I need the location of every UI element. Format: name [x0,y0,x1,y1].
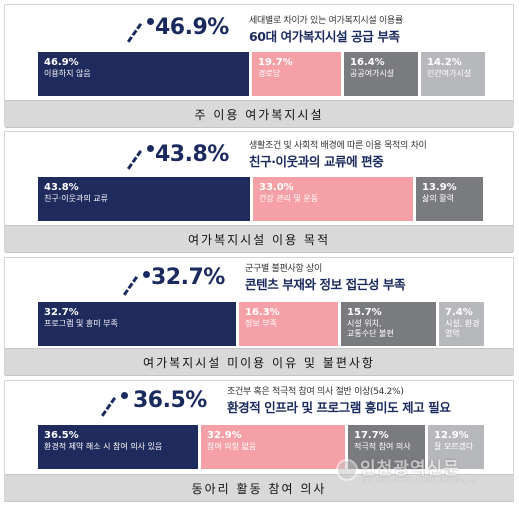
connector-dash [127,22,143,43]
bar-category-label: 건강 관리 및 운동 [259,194,319,203]
connector-dash [127,149,143,170]
bar-row: 36.5% 환경적 제약 해소 시 참여 의사 있음 32.9% 참여 의향 없음 17… [38,425,484,469]
bar-category-label: 적극적 참여 의사 [354,442,411,451]
connector-dot [121,392,128,399]
watermark-subtitle: Incheon Metropolitan newspaper [362,476,477,484]
bar-value-label: 33.0% [259,182,294,193]
bar-value-label: 19.7% [258,57,293,68]
bar-segment: 16.3% 정보 부족 [239,302,338,346]
bar-category-label: 삶의 활력 [422,194,454,203]
panel-subtitle: 조건부 혹은 적극적 참여 의사 절반 이상(54.2%) [227,387,404,397]
bar-segment: 17.7% 적극적 참여 의사 [348,425,425,469]
footer-label: 주 이용 여가복지시설 [194,107,324,122]
bar-category-label: 경로당 [258,69,281,78]
footer-label: 동아리 활동 참여 의사 [191,481,327,496]
bar-value-label: 32.7% [44,307,79,318]
chart-panel-1: 46.9% 세대별로 차이가 있는 여가복지시설 이용률 60대 여가복지시설 … [4,4,514,128]
bar-row: 43.8% 친구·이웃과의 교류 33.0% 건강 관리 및 운동 13.9% 삶의 활력 [38,177,483,221]
bar-value-label: 7.4% [445,307,473,318]
panel-headline: 콘텐츠 부재와 정보 접근성 부족 [245,277,406,292]
watermark-title: 인천광역신문 [360,459,460,479]
connector-dash [101,396,117,417]
highlight-percent: 32.7% [151,265,225,290]
bar-segment: 12.9% 잘 모르겠다 [428,425,484,469]
bar-segment: 15.7% 시설 위치, 교통수단 불편 [341,302,436,346]
bar-value-label: 16.3% [245,307,280,318]
bar-segment: 43.8% 친구·이웃과의 교류 [38,177,250,221]
bar-segment: 46.9% 이용하지 않음 [38,52,249,96]
bar-row: 32.7% 프로그램 및 흥미 부족 16.3% 정보 부족 15.7% 시설 위치, 교… [38,302,484,346]
bar-segment: 32.9% 참여 의향 없음 [201,425,345,469]
bar-segment: 7.4% 시설, 환경 열악 [439,302,484,346]
connector-dot [147,145,154,152]
bar-category-label: 친구·이웃과의 교류 [44,194,108,203]
bar-value-label: 46.9% [44,57,79,68]
bar-segment: 33.0% 건강 관리 및 운동 [253,177,413,221]
bar-category-label: 시설, 환경 열악 [445,319,480,338]
panel-headline: 60대 여가복지시설 공급 부족 [249,29,400,44]
bar-value-label: 32.9% [207,430,242,441]
bar-category-label: 민간여가시설 [427,69,472,78]
chart-panel-2: 43.8% 생활조건 및 사회적 배경에 따른 이용 목적의 차이 친구·이웃과… [4,131,514,253]
chart-panel-4: 36.5% 조건부 혹은 적극적 참여 의사 절반 이상(54.2%) 환경적 … [4,380,514,502]
panel-footer: 여가복지시설 미이용 이유 및 불편사항 [5,348,513,376]
panel-footer: 여가복지시설 이용 목적 [5,225,513,253]
bar-segment: 19.7% 경로당 [252,52,341,96]
connector-dash [123,275,139,296]
bar-value-label: 43.8% [44,182,79,193]
bar-value-label: 13.9% [422,182,457,193]
highlight-percent: 46.9% [155,15,229,40]
panel-subtitle: 군구별 불편사항 상이 [245,264,322,274]
bar-segment: 36.5% 환경적 제약 해소 시 참여 의사 있음 [38,425,198,469]
newspaper-logo-icon [336,459,358,481]
bar-value-label: 36.5% [44,430,79,441]
bar-category-label: 공공여가시설 [350,69,395,78]
highlight-percent: 43.8% [155,142,229,167]
footer-label: 여가복지시설 이용 목적 [187,232,331,247]
bar-category-label: 이용하지 않음 [44,69,91,78]
connector-dot [143,271,150,278]
bar-category-label: 환경적 제약 해소 시 참여 의사 있음 [44,442,163,451]
bar-category-label: 참여 의향 없음 [207,442,257,451]
highlight-percent: 36.5% [133,388,207,413]
bar-value-label: 17.7% [354,430,389,441]
bar-value-label: 12.9% [434,430,469,441]
bar-category-label: 정보 부족 [245,319,277,328]
panel-subtitle: 생활조건 및 사회적 배경에 따른 이용 목적의 차이 [249,141,427,151]
chart-panel-3: 32.7% 군구별 불편사항 상이 콘텐츠 부재와 정보 접근성 부족 32.7… [4,257,514,376]
panel-footer: 동아리 활동 참여 의사 [5,474,513,502]
panel-subtitle: 세대별로 차이가 있는 여가복지시설 이용률 [249,16,403,26]
bar-segment: 32.7% 프로그램 및 흥미 부족 [38,302,236,346]
panel-footer: 주 이용 여가복지시설 [5,100,513,128]
panel-headline: 환경적 인프라 및 프로그램 흥미도 제고 필요 [227,400,451,415]
panel-headline: 친구·이웃과의 교류에 편중 [249,154,384,169]
bar-value-label: 15.7% [347,307,382,318]
bar-segment: 13.9% 삶의 활력 [416,177,483,221]
bar-segment: 16.4% 공공여가시설 [344,52,418,96]
bar-category-label: 시설 위치, 교통수단 불편 [347,319,394,338]
connector-dot [147,18,154,25]
footer-label: 여가복지시설 미이용 이유 및 불편사항 [143,355,375,370]
bar-segment: 14.2% 민간여가시설 [421,52,485,96]
bar-category-label: 프로그램 및 흥미 부족 [44,319,118,328]
bar-category-label: 잘 모르겠다 [434,442,474,451]
bar-row: 46.9% 이용하지 않음 19.7% 경로당 16.4% 공공여가시설 14.2% 민간여가… [38,52,485,96]
bar-value-label: 14.2% [427,57,462,68]
bar-value-label: 16.4% [350,57,385,68]
newspaper-watermark: 인천광역신문 Incheon Metropolitan newspaper [330,454,510,490]
